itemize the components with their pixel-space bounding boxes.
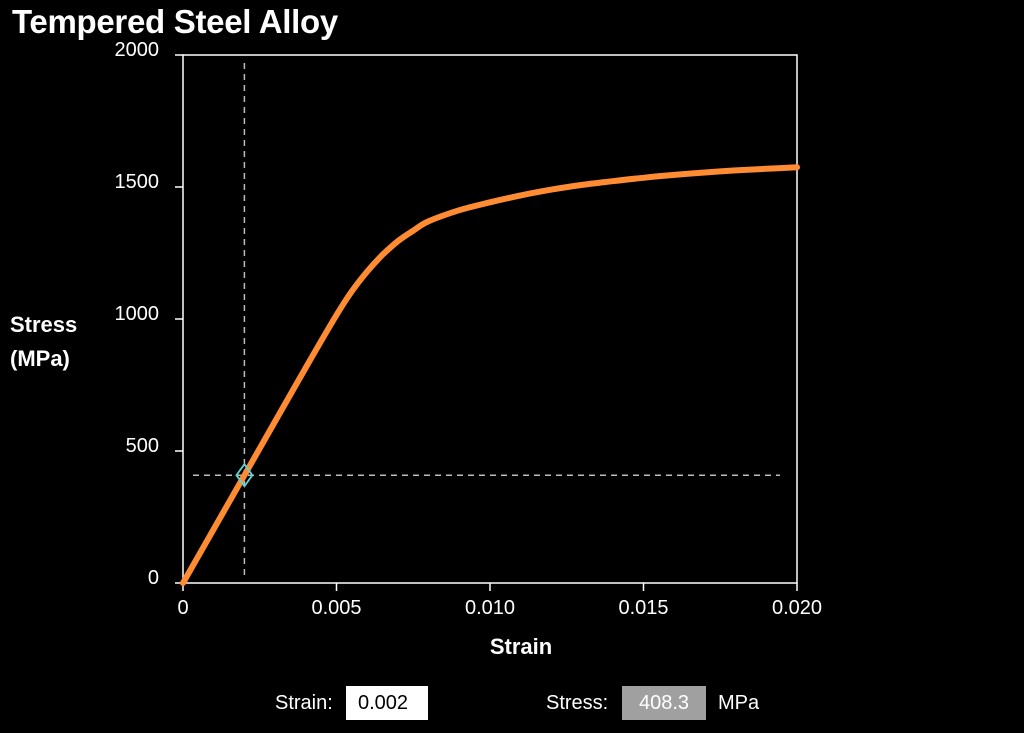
- y-axis-title-line-2: (MPa): [10, 346, 70, 371]
- strain-input[interactable]: [346, 686, 428, 720]
- x-axis-title: Strain: [490, 634, 552, 659]
- x-tick-label: 0.020: [772, 597, 822, 619]
- plot-area: [182, 54, 798, 584]
- crosshair: [193, 63, 780, 576]
- x-tick-label: 0.010: [465, 597, 515, 619]
- y-tick-label: 0: [148, 567, 159, 589]
- stress-unit-label: MPa: [718, 692, 760, 714]
- stress-label: Stress:: [546, 692, 609, 714]
- y-tick-label: 1500: [115, 171, 160, 193]
- x-axis: 0 0.005 0.010 0.015 0.020: [177, 583, 822, 619]
- strain-label: Strain:: [275, 692, 333, 714]
- controls-bar: Strain: Stress: 408.3 MPa: [0, 686, 1024, 722]
- y-axis: 0 500 1000 1500 2000: [115, 39, 183, 589]
- x-tick-label: 0: [177, 597, 188, 619]
- chart-title: Tempered Steel Alloy: [12, 3, 338, 40]
- y-axis-title-line-1: Stress: [10, 312, 77, 337]
- data-marker[interactable]: [235, 462, 254, 488]
- stress-strain-chart: 0 500 1000 1500 2000 0 0.005 0.010 0.015 0.020 S…: [10, 39, 822, 659]
- stress-strain-curve: [180, 164, 800, 586]
- stress-output: 408.3: [622, 686, 706, 720]
- x-tick-label: 0.005: [311, 597, 361, 619]
- y-tick-label: 1000: [115, 303, 160, 325]
- x-tick-label: 0.015: [618, 597, 668, 619]
- y-tick-label: 2000: [115, 39, 160, 61]
- y-tick-label: 500: [126, 435, 159, 457]
